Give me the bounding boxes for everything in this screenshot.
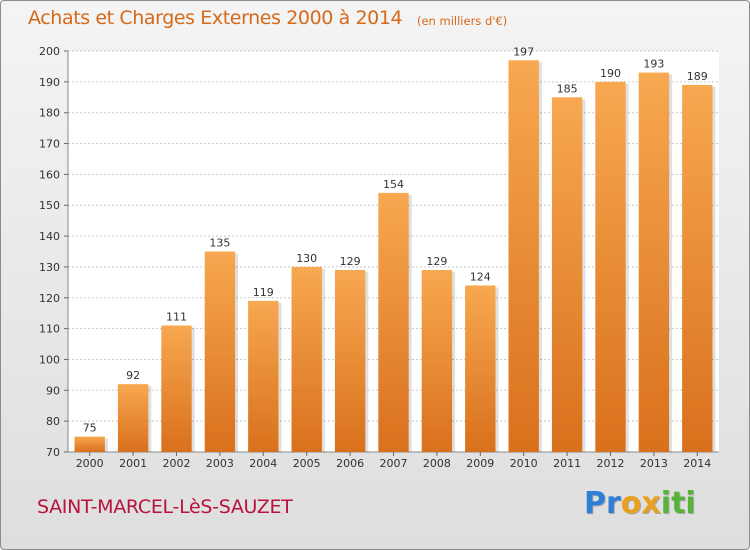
logo-letter: P (584, 486, 606, 521)
data-label: 189 (687, 70, 708, 83)
x-tick-label: 2003 (206, 457, 234, 470)
y-tick-label: 140 (39, 230, 60, 243)
bar (74, 436, 105, 452)
y-tick-label: 170 (39, 138, 60, 151)
data-label: 193 (643, 58, 664, 71)
y-tick-label: 190 (39, 76, 60, 89)
data-label: 111 (166, 311, 187, 324)
bar (291, 266, 322, 452)
bar (595, 81, 626, 452)
y-tick-label: 110 (39, 323, 60, 336)
x-tick-label: 2009 (466, 457, 494, 470)
y-tick-label: 160 (39, 168, 60, 181)
logo-letter: x (641, 486, 661, 521)
bar (465, 285, 496, 452)
y-tick-label: 130 (39, 261, 60, 274)
bar (421, 270, 453, 452)
x-tick-label: 2010 (510, 457, 538, 470)
commune-name: SAINT-MARCEL-LèS-SAUZET (37, 496, 293, 518)
bar (551, 97, 583, 453)
data-label: 75 (83, 422, 97, 435)
x-tick-label: 2000 (76, 457, 104, 470)
y-tick-label: 90 (46, 384, 60, 397)
x-tick-label: 2006 (336, 457, 364, 470)
x-tick-label: 2013 (640, 457, 668, 470)
data-label: 92 (126, 369, 140, 382)
y-tick-label: 120 (39, 292, 60, 305)
bar (638, 72, 670, 452)
data-label: 129 (426, 255, 447, 268)
bar (204, 251, 236, 452)
logo-letter: i (660, 486, 672, 521)
x-tick-label: 2002 (163, 457, 191, 470)
data-label: 124 (470, 270, 491, 283)
x-tick-label: 2008 (423, 457, 451, 470)
x-tick-label: 2004 (249, 457, 277, 470)
x-tick-label: 2012 (597, 457, 625, 470)
logo-letter: i (685, 486, 696, 521)
y-tick-label: 70 (46, 446, 60, 459)
y-tick-label: 150 (39, 199, 60, 212)
bar (682, 84, 713, 452)
bar (117, 384, 149, 452)
data-label: 190 (600, 67, 621, 80)
logo-letter: t (671, 486, 686, 521)
data-label: 119 (253, 286, 274, 299)
bar (334, 270, 366, 452)
bar (248, 300, 279, 452)
y-tick-label: 200 (39, 45, 60, 58)
bar (508, 60, 539, 452)
data-label: 130 (296, 252, 317, 265)
x-tick-label: 2011 (553, 457, 581, 470)
proxiti-logo: Proxiti (584, 486, 696, 521)
data-label: 135 (209, 237, 230, 250)
data-label: 129 (340, 255, 361, 268)
data-label: 197 (513, 45, 534, 58)
data-label: 185 (557, 82, 578, 95)
bar (378, 192, 409, 452)
bar (161, 325, 192, 452)
logo-letter: o (620, 486, 642, 521)
chart-title: Achats et Charges Externes 2000 à 2014 (28, 7, 403, 29)
x-tick-label: 2001 (119, 457, 147, 470)
logo-letter: r (606, 486, 621, 521)
y-tick-label: 180 (39, 107, 60, 120)
x-tick-label: 2007 (380, 457, 408, 470)
y-tick-label: 100 (39, 353, 60, 366)
unit-note: (en milliers d'€) (417, 14, 508, 28)
x-tick-label: 2005 (293, 457, 321, 470)
data-label: 154 (383, 178, 404, 191)
x-tick-label: 2014 (683, 457, 711, 470)
y-tick-label: 80 (46, 415, 60, 428)
